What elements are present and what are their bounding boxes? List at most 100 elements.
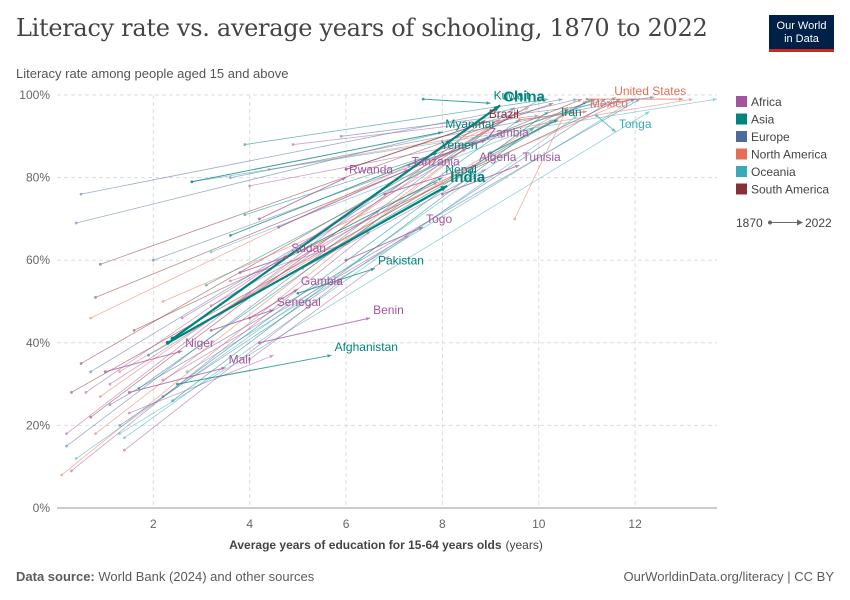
source-url-link[interactable]: OurWorldinData.org/literacy | CC BY: [623, 569, 834, 584]
country-trajectory-india[interactable]: [165, 184, 448, 345]
country-trajectory-brazil[interactable]: [344, 121, 486, 171]
trajectory-line: [71, 230, 371, 472]
legend-item-south-america[interactable]: South America: [736, 183, 829, 197]
legend-item-africa[interactable]: Africa: [736, 95, 782, 109]
country-trajectory-nepal[interactable]: [296, 177, 443, 254]
country-trajectory[interactable]: [339, 95, 655, 138]
start-point: [70, 469, 73, 473]
x-axis-label: Average years of education for 15-64 yea…: [229, 538, 502, 552]
country-trajectory[interactable]: [185, 98, 636, 374]
country-trajectory-tanzania[interactable]: [277, 168, 409, 229]
country-trajectory-afghanistan[interactable]: [176, 354, 332, 386]
country-label[interactable]: Mexico: [590, 97, 628, 111]
country-trajectory[interactable]: [70, 230, 371, 473]
country-label[interactable]: Iran: [561, 105, 582, 119]
country-label[interactable]: Senegal: [277, 295, 321, 309]
country-label[interactable]: Sudan: [291, 241, 326, 255]
country-trajectory-pakistan[interactable]: [296, 267, 376, 295]
country-label[interactable]: Kuwait: [494, 88, 531, 102]
country-trajectory[interactable]: [98, 102, 554, 266]
country-label[interactable]: Brazil: [489, 107, 519, 121]
chart-title: Literacy rate vs. average years of schoo…: [16, 14, 708, 42]
country-trajectory-benin[interactable]: [257, 317, 371, 345]
trajectory-line: [172, 127, 535, 401]
country-trajectory-myanmar[interactable]: [190, 131, 443, 184]
country-trajectory-zambia[interactable]: [407, 139, 486, 167]
country-label[interactable]: Mali: [229, 353, 251, 367]
start-point: [161, 378, 165, 382]
region-legend[interactable]: Africa Asia Europe North America Oceania Sout…: [736, 95, 829, 197]
trajectory-line: [297, 177, 443, 253]
start-point: [89, 370, 93, 374]
country-trajectory[interactable]: [79, 98, 563, 196]
country-trajectory[interactable]: [171, 127, 535, 403]
country-label[interactable]: Myanmar: [445, 117, 495, 131]
time-legend[interactable]: 1870 2022: [736, 216, 832, 230]
trajectory-line: [109, 210, 380, 385]
country-label[interactable]: Zambia: [489, 125, 529, 139]
country-label[interactable]: United States: [614, 84, 686, 98]
country-trajectory[interactable]: [248, 255, 390, 361]
owid-logo[interactable]: Our World in Data: [769, 15, 834, 52]
country-trajectory[interactable]: [74, 152, 511, 460]
end-arrowhead: [462, 148, 467, 153]
country-trajectory-united-states[interactable]: [585, 97, 684, 101]
country-trajectory-yemen[interactable]: [229, 152, 438, 237]
country-trajectory[interactable]: [291, 114, 539, 146]
country-trajectory-niger[interactable]: [103, 350, 183, 374]
end-arrowhead: [529, 128, 534, 132]
country-label[interactable]: Yemen: [441, 138, 478, 152]
country-trajectory-rwanda[interactable]: [257, 177, 347, 221]
country-trajectory[interactable]: [89, 119, 486, 419]
country-label[interactable]: Afghanistan: [335, 340, 398, 354]
country-trajectory[interactable]: [161, 235, 409, 382]
trajectory-line: [514, 107, 569, 220]
country-trajectory[interactable]: [94, 98, 583, 299]
country-label[interactable]: Rwanda: [349, 163, 393, 177]
country-label[interactable]: Algeria: [479, 150, 517, 164]
country-trajectory-togo[interactable]: [344, 226, 424, 262]
country-label[interactable]: India: [450, 169, 486, 186]
trajectory-line: [244, 98, 607, 216]
country-label[interactable]: Niger: [185, 336, 214, 350]
legend-item-north-america[interactable]: North America: [736, 148, 827, 162]
trajectory-line: [171, 104, 501, 340]
country-trajectory-tunisia[interactable]: [441, 164, 520, 196]
country-trajectory[interactable]: [209, 119, 554, 254]
country-label[interactable]: Tunisia: [522, 150, 561, 164]
country-label[interactable]: Gambia: [301, 274, 343, 288]
country-label[interactable]: Pakistan: [378, 253, 424, 267]
country-trajectory[interactable]: [513, 107, 569, 221]
country-trajectory[interactable]: [248, 135, 506, 188]
data-source: Data source: World Bank (2024) and other…: [16, 569, 314, 584]
country-trajectory[interactable]: [180, 148, 467, 320]
country-trajectory[interactable]: [123, 280, 342, 452]
country-trajectory[interactable]: [161, 98, 631, 303]
country-label[interactable]: Nepal: [445, 163, 476, 177]
country-trajectory-senegal[interactable]: [209, 309, 274, 332]
end-arrowhead: [539, 97, 544, 101]
end-arrowhead: [505, 152, 510, 157]
country-trajectory-mexico[interactable]: [518, 110, 587, 122]
country-label[interactable]: Tonga: [619, 117, 652, 131]
legend-item-europe[interactable]: Europe: [736, 130, 790, 144]
country-trajectory[interactable]: [127, 354, 274, 415]
country-label[interactable]: Tanzania: [412, 154, 460, 168]
legend-item-asia[interactable]: Asia: [736, 113, 775, 127]
country-trajectory[interactable]: [94, 127, 491, 436]
legend-item-oceania[interactable]: Oceania: [736, 165, 796, 179]
country-label[interactable]: China: [503, 88, 545, 105]
country-trajectory-sudan[interactable]: [238, 255, 289, 274]
country-trajectory-mali[interactable]: [127, 366, 226, 394]
country-trajectory-tonga[interactable]: [595, 114, 617, 133]
country-trajectory[interactable]: [74, 98, 578, 225]
end-arrowhead: [493, 105, 501, 112]
country-trajectory-kuwait[interactable]: [421, 97, 491, 105]
country-label[interactable]: Togo: [426, 212, 452, 226]
end-arrowhead: [650, 95, 655, 100]
time-legend-start: 1870: [736, 216, 763, 230]
country-trajectory-algeria[interactable]: [383, 164, 477, 196]
country-trajectory-iran[interactable]: [489, 119, 559, 155]
end-arrowhead: [645, 111, 650, 116]
country-label[interactable]: Benin: [373, 303, 404, 317]
